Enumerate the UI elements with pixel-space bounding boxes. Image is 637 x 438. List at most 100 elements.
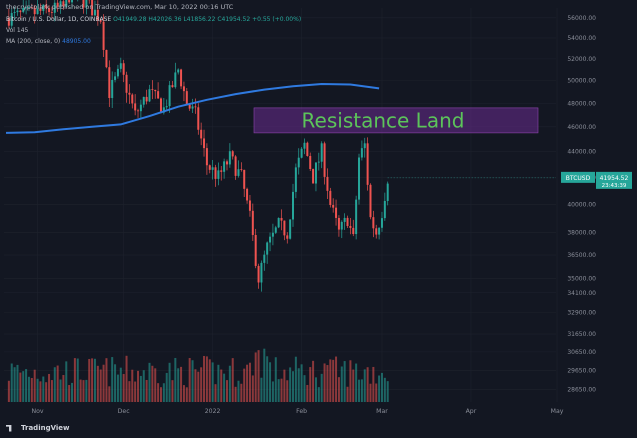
time-tick-label: Dec	[118, 408, 131, 415]
time-tick-label: Mar	[376, 408, 388, 415]
resistance-zone[interactable]: Resistance Land	[253, 107, 539, 134]
candle-body	[182, 86, 185, 92]
volume-bar	[251, 375, 254, 402]
time-tick-label: May	[551, 408, 564, 415]
volume-legend: Vol 145	[6, 27, 28, 34]
candle-body	[352, 227, 355, 235]
candles	[7, 0, 389, 292]
candle-body	[280, 217, 283, 221]
volume-bar	[346, 386, 349, 402]
candle-body	[309, 155, 312, 170]
volume-bar	[329, 359, 332, 402]
candle-body	[111, 79, 114, 98]
volume-bar	[214, 384, 217, 402]
candle-body	[154, 89, 157, 92]
candle-body	[10, 13, 13, 26]
volume-bar	[116, 374, 119, 402]
volume-bar	[27, 376, 30, 402]
volume-bar	[274, 357, 277, 402]
candle-body	[93, 9, 96, 16]
volume-bar	[352, 369, 355, 402]
price-tick-label: 32900.00	[567, 310, 596, 317]
volume-bar	[240, 383, 243, 402]
candle-body	[200, 129, 203, 139]
candle-body	[323, 143, 326, 177]
volume-bar	[42, 376, 45, 402]
volume-bar	[191, 360, 194, 402]
price-tick-label: 30650.00	[567, 349, 596, 356]
volume-bar	[119, 367, 122, 402]
candle-body	[30, 7, 33, 8]
volume-bar	[349, 360, 352, 402]
symbol-badge	[561, 171, 595, 183]
publisher-line: thecryptolark published on TradingView.c…	[6, 3, 233, 11]
resistance-box[interactable]	[253, 107, 539, 134]
ma-legend: MA (200, close, 0) 48905.00	[6, 38, 91, 45]
volume-bar	[200, 367, 203, 402]
volume-bar	[306, 384, 309, 402]
price-tick-label: 56000.00	[567, 15, 596, 22]
volume-bar	[203, 355, 206, 402]
volume-bar	[300, 364, 303, 402]
time-tick-label: Nov	[32, 408, 44, 415]
candle-body	[108, 67, 111, 98]
candle-body	[246, 188, 249, 201]
price-tick-label: 48000.00	[567, 100, 596, 107]
candle-body	[363, 143, 366, 149]
time-tick-label: 2022	[205, 408, 221, 415]
volume-bar	[125, 355, 128, 402]
candle-body	[314, 162, 317, 184]
volume-bar	[180, 366, 183, 402]
volume-bar	[145, 379, 148, 402]
volume-bar	[68, 385, 71, 402]
candle-body	[157, 91, 160, 99]
symbol-title[interactable]: Bitcoin / U.S. Dollar, 1D, COINBASE	[6, 16, 112, 23]
candle-body	[266, 242, 269, 255]
volume-bar	[165, 372, 168, 402]
candle-body	[137, 110, 140, 112]
volume-bar	[326, 365, 329, 402]
volume-bar	[237, 380, 240, 402]
candle-body	[312, 169, 315, 184]
candle-body	[151, 89, 154, 90]
volume-bar	[188, 358, 191, 402]
volume-bar	[88, 358, 91, 402]
ma-label[interactable]: MA (200, close, 0)	[6, 38, 61, 45]
candle-body	[349, 225, 352, 228]
candle-body	[145, 96, 148, 102]
volume-bar	[79, 379, 82, 402]
volume-bar	[248, 362, 251, 402]
volume-label[interactable]: Vol 145	[6, 27, 29, 34]
candle-body	[71, 0, 74, 3]
candle-body	[257, 265, 260, 283]
candle-body	[62, 1, 65, 7]
volume-bar	[128, 381, 131, 402]
candle-body	[102, 21, 105, 50]
volume-bar	[36, 378, 39, 402]
volume-bar	[174, 357, 177, 402]
volume-bar	[372, 366, 375, 402]
volume-bar	[151, 365, 154, 402]
candle-body	[237, 169, 240, 176]
tradingview-logo[interactable]: TradingView	[6, 424, 70, 432]
publisher-text: thecryptolark published on TradingView.c…	[6, 3, 234, 11]
price-tick-label: 34100.00	[567, 290, 596, 297]
volume-bar	[286, 380, 289, 402]
time-axis[interactable]: Nov Dec 2022 Feb Mar Apr May	[32, 408, 564, 415]
volume-bar	[16, 364, 19, 402]
candle-body	[16, 10, 19, 13]
candle-body	[248, 200, 251, 211]
volume-bar	[162, 383, 165, 402]
volume-bar	[10, 363, 13, 402]
brand-text: TradingView	[21, 424, 70, 432]
volume-bar	[7, 380, 10, 402]
volume-bar	[314, 377, 317, 402]
price-axis[interactable]: 56000.00 54000.00 52000.00 50000.00 48000.00…	[567, 15, 596, 393]
volume-bar	[114, 364, 117, 402]
candle-body	[82, 0, 85, 8]
ohlc-legend: Bitcoin / U.S. Dollar, 1D, COINBASE O419…	[6, 16, 301, 23]
candle-body	[27, 7, 30, 8]
